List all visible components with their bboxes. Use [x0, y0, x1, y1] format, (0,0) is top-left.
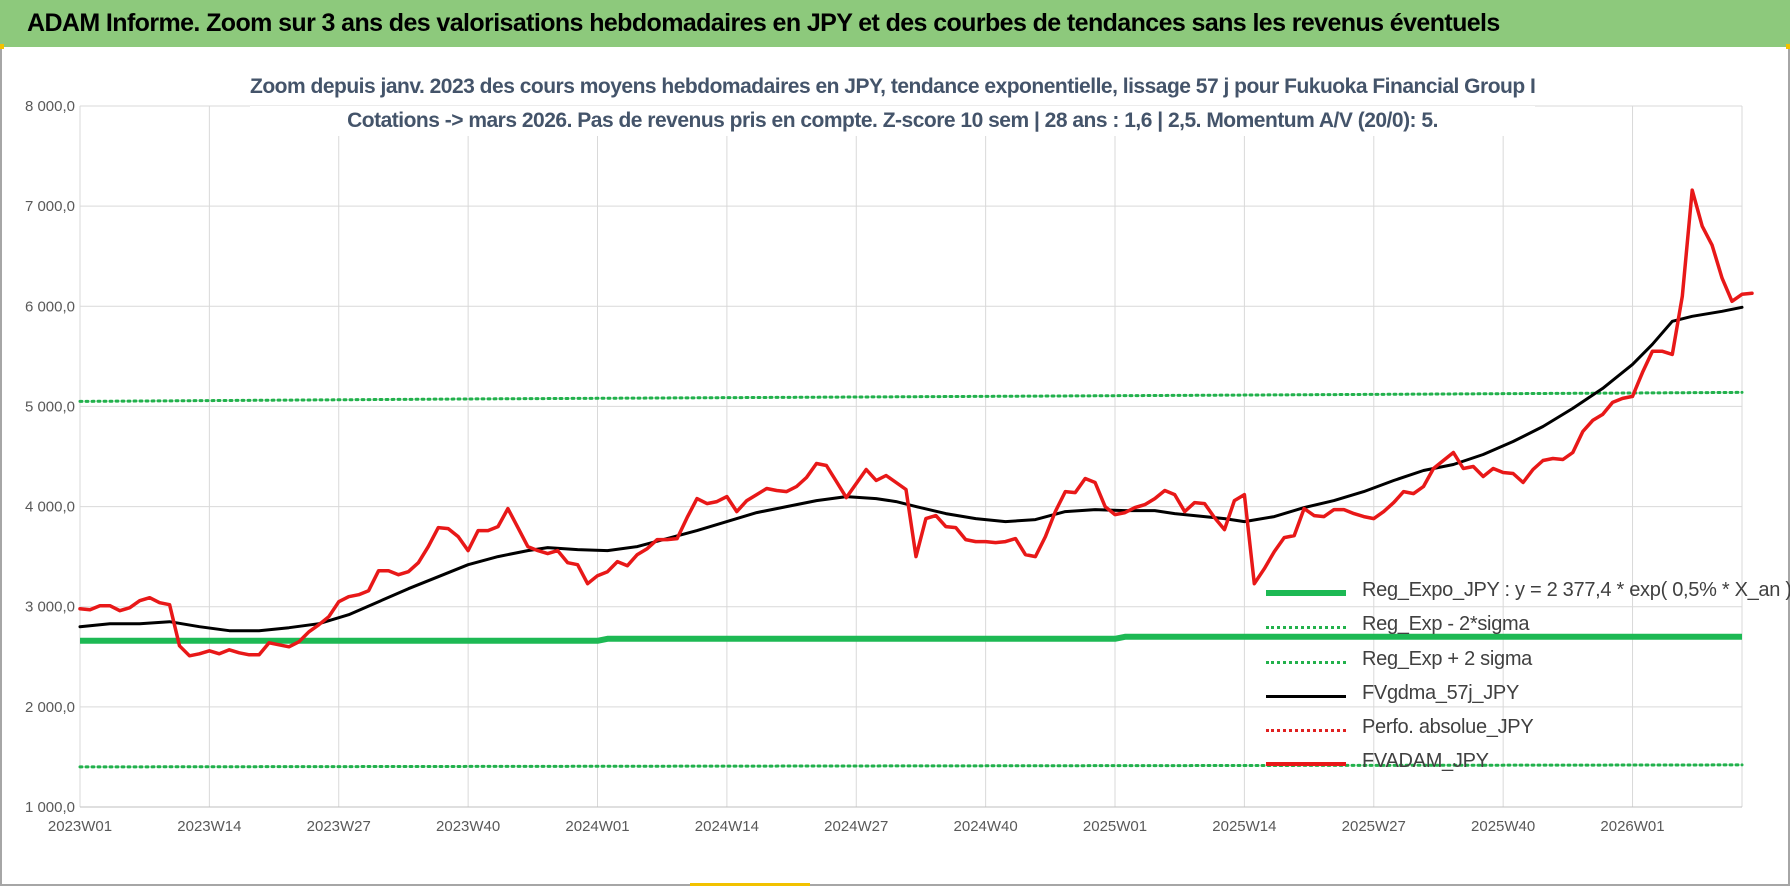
- corner-accent-top-left: [0, 44, 4, 49]
- legend-label-fvadam: FVADAM_JPY: [1362, 750, 1489, 773]
- chart-title-line-1: Zoom depuis janv. 2023 des cours moyens …: [250, 72, 1536, 102]
- report-banner: ADAM Informe. Zoom sur 3 ans des valoris…: [0, 0, 1790, 47]
- legend-swatch-reg-expo: [1266, 590, 1346, 596]
- legend-label-reg-exp-minus-2-sigma: Reg_Exp - 2*sigma: [1362, 613, 1530, 636]
- legend-item-fvgdma: FVgdma_57j_JPY: [1263, 679, 1763, 713]
- y-axis-ticks: 1 000,0 2 000,0 3 000,0 4 000,0 5 000,0 6 000…: [25, 98, 75, 816]
- y-tick-label: 5 000,0: [25, 398, 75, 415]
- report-title: ADAM Informe. Zoom sur 3 ans des valoris…: [27, 9, 1500, 37]
- x-tick-label: 2025W27: [1342, 818, 1406, 835]
- y-tick-label: 1 000,0: [25, 799, 75, 816]
- legend-item-fvadam: FVADAM_JPY: [1263, 747, 1763, 781]
- legend-item-reg-exp-minus-2-sigma: Reg_Exp - 2*sigma: [1263, 610, 1763, 644]
- chart-series: [78, 188, 1754, 769]
- x-tick-label: 2023W01: [48, 818, 112, 835]
- legend-item-reg-expo: Reg_Expo_JPY : y = 2 377,4 * exp( 0,5% *…: [1263, 576, 1790, 610]
- x-tick-label: 2023W14: [177, 818, 241, 835]
- legend-label-perfo-absolue: Perfo. absolue_JPY: [1362, 716, 1534, 739]
- y-tick-label: 3 000,0: [25, 599, 75, 616]
- corner-accent-top-right: [1786, 44, 1790, 49]
- legend-label-fvgdma: FVgdma_57j_JPY: [1362, 681, 1520, 704]
- x-tick-label: 2025W01: [1083, 818, 1147, 835]
- chart-frame: [0, 47, 1790, 886]
- x-tick-label: 2025W40: [1471, 818, 1535, 835]
- x-tick-label: 2025W14: [1212, 818, 1276, 835]
- x-tick-label: 2024W40: [954, 818, 1018, 835]
- chart-title-line-2: Cotations -> mars 2026. Pas de revenus p…: [250, 106, 1535, 136]
- y-tick-label: 4 000,0: [25, 499, 75, 516]
- chart-grid: [79, 105, 1743, 808]
- x-axis-ticks: 2023W01 2023W14 2023W27 2023W40 2024W01 2024W…: [48, 818, 1665, 835]
- legend-swatch-reg-exp-minus-2-sigma: [1266, 626, 1346, 630]
- legend-swatch-perfo-absolue: [1266, 729, 1346, 733]
- legend-label-reg-expo: Reg_Expo_JPY : y = 2 377,4 * exp( 0,5% *…: [1362, 579, 1790, 601]
- y-tick-label: 7 000,0: [25, 198, 75, 215]
- y-tick-label: 2 000,0: [25, 699, 75, 716]
- y-tick-label: 8 000,0: [25, 98, 75, 115]
- chart-legend: Reg_Expo_JPY : y = 2 377,4 * exp( 0,5% *…: [1263, 576, 1790, 782]
- x-tick-label: 2026W01: [1600, 818, 1664, 835]
- corner-accent-bottom: [690, 883, 810, 886]
- y-tick-label: 6 000,0: [25, 298, 75, 315]
- x-tick-label: 2024W27: [824, 818, 888, 835]
- series-reg-exp-minus-2-sigma-line: [78, 763, 1744, 769]
- series-fvadam-line: [78, 188, 1754, 658]
- series-reg-expo-line: [80, 633, 1742, 644]
- series-reg-exp-plus-2-sigma-line: [78, 390, 1744, 403]
- legend-swatch-fvgdma: [1266, 694, 1346, 698]
- legend-swatch-reg-exp-plus-2-sigma: [1266, 660, 1346, 664]
- x-tick-label: 2023W27: [307, 818, 371, 835]
- legend-swatch-fvadam: [1266, 762, 1346, 767]
- series-fvgdma-line: [78, 305, 1744, 633]
- x-tick-label: 2023W40: [436, 818, 500, 835]
- legend-label-reg-exp-plus-2-sigma: Reg_Exp + 2 sigma: [1362, 647, 1532, 670]
- x-tick-label: 2024W01: [565, 818, 629, 835]
- legend-item-perfo-absolue: Perfo. absolue_JPY: [1263, 713, 1763, 747]
- x-tick-label: 2024W14: [695, 818, 759, 835]
- legend-item-reg-exp-plus-2-sigma: Reg_Exp + 2 sigma: [1263, 645, 1763, 679]
